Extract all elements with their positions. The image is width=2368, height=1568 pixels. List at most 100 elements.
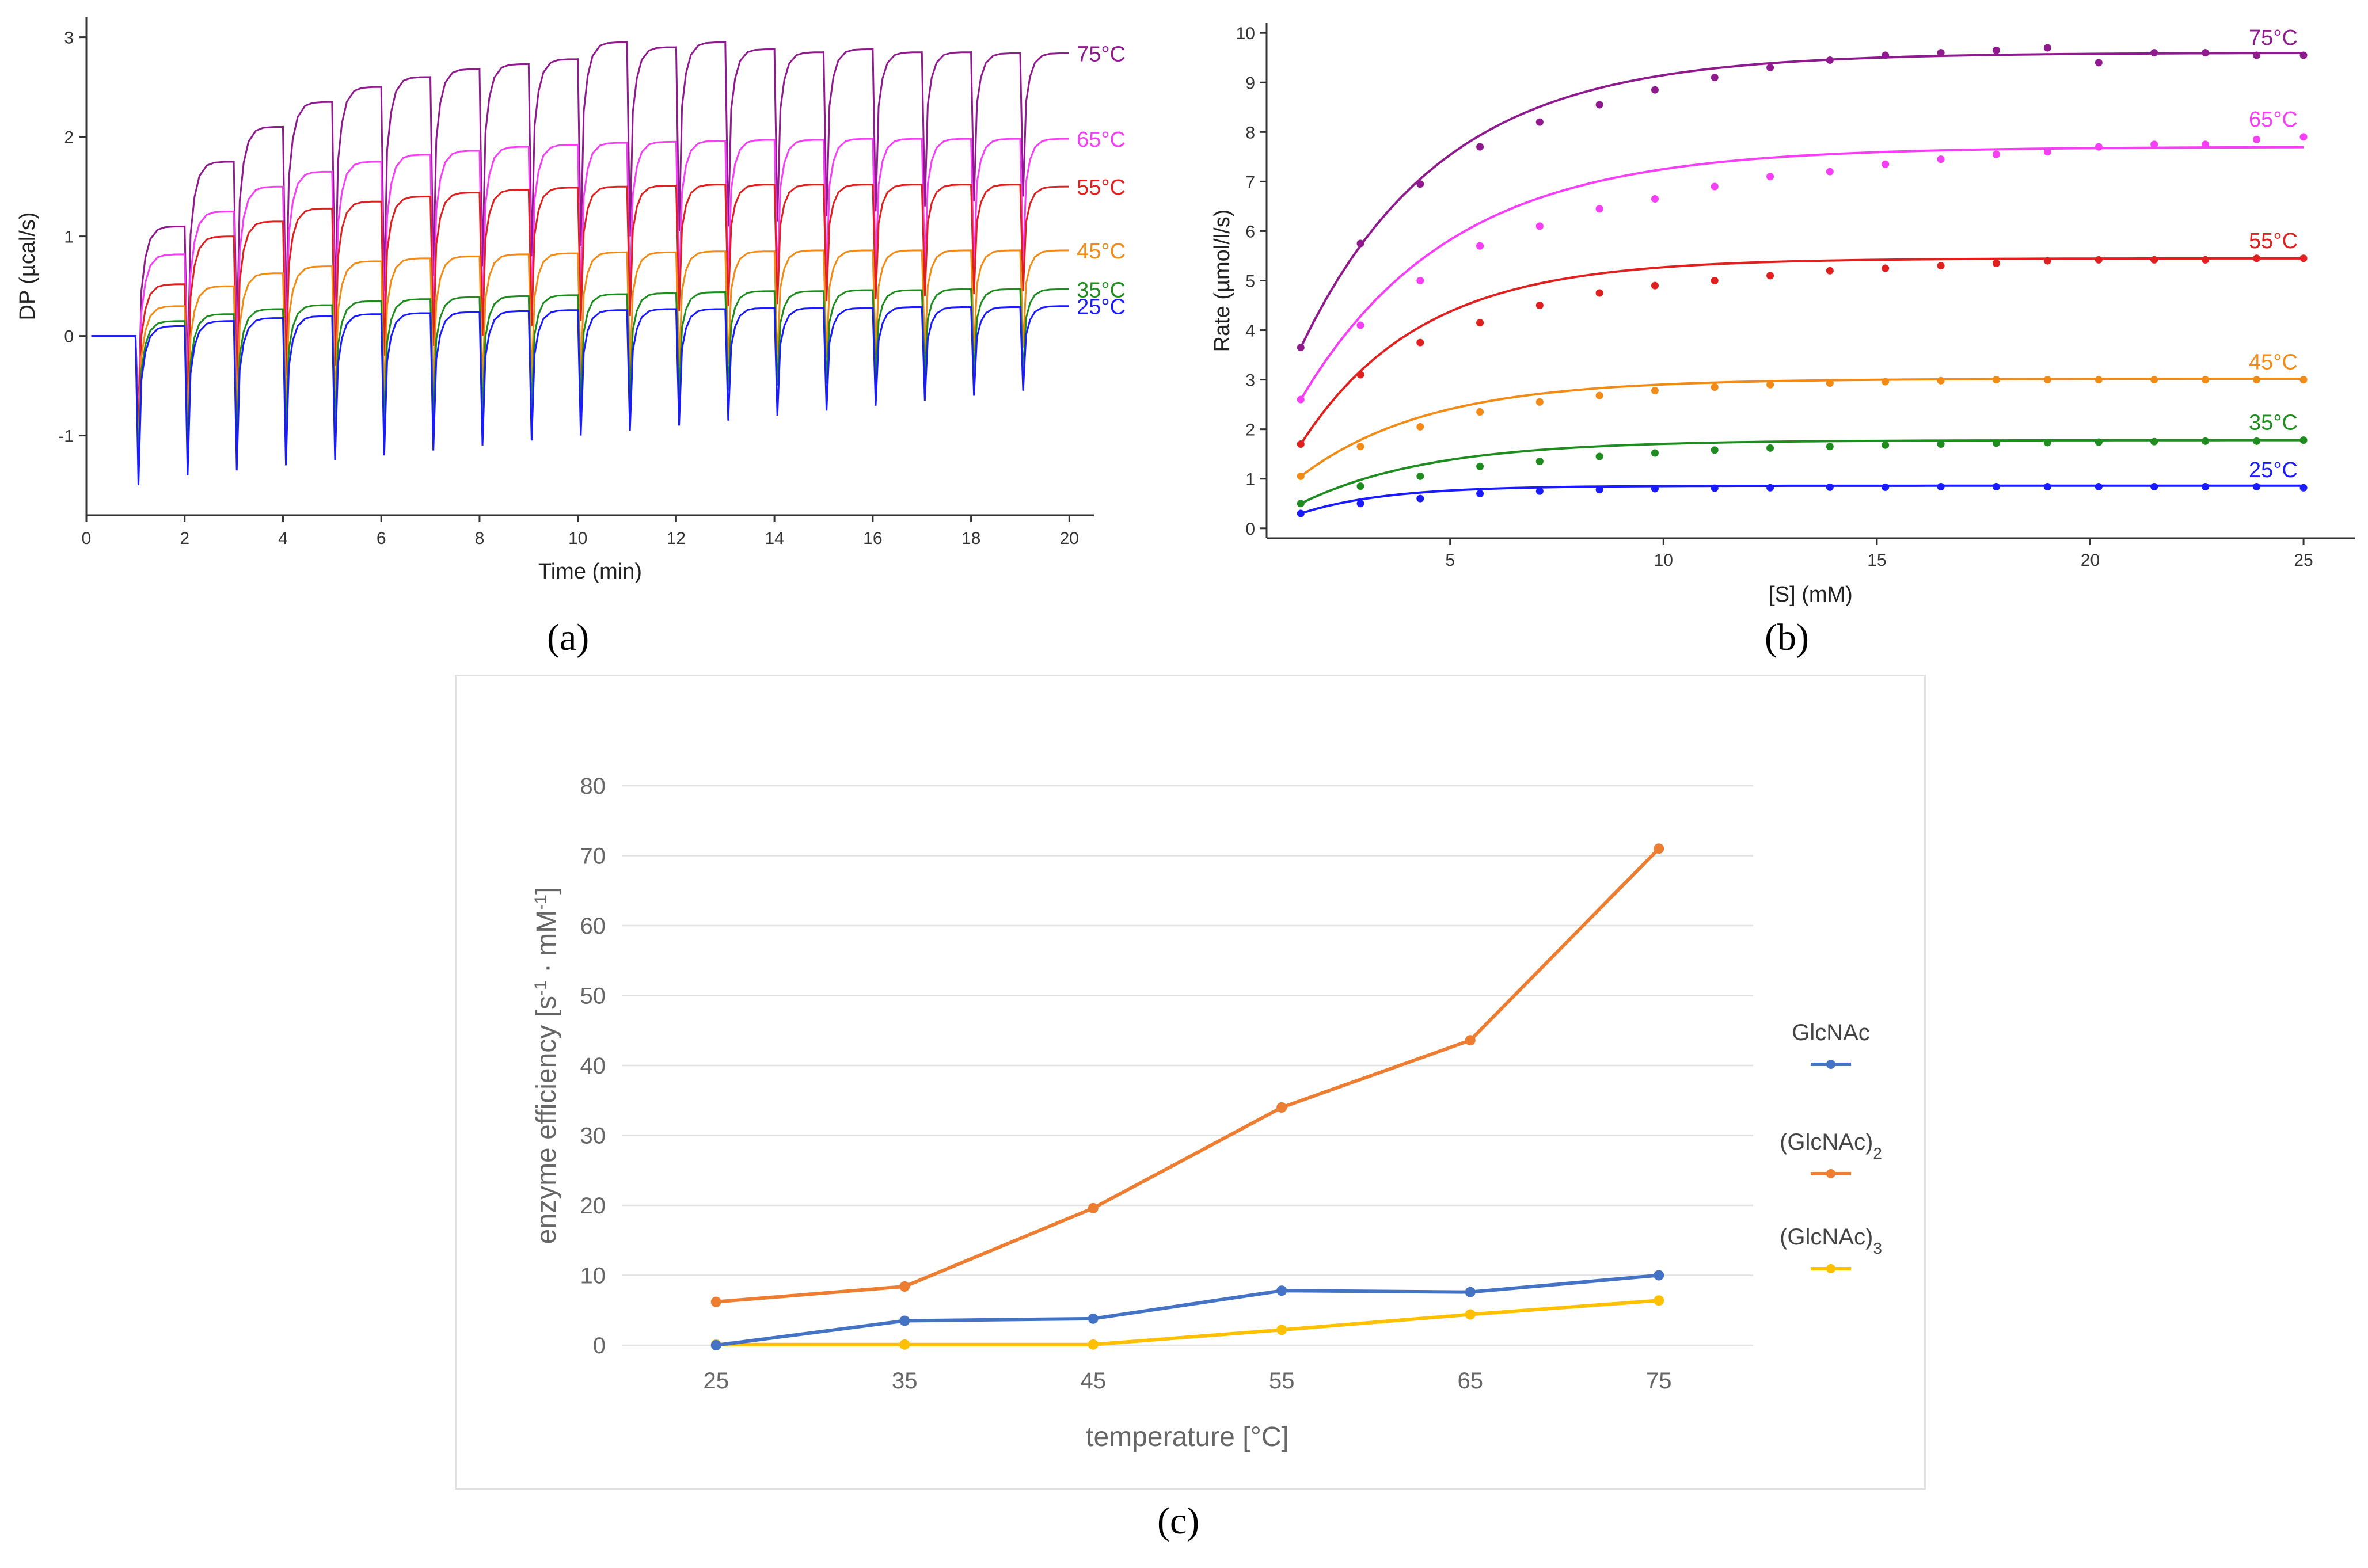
chart-b-point [1356, 500, 1364, 508]
chart-b-point [2043, 439, 2051, 447]
chart-b-point [1476, 319, 1484, 327]
chart-a: 0 2 4 6 8 10 12 14 16 18 20 -1 0 1 2 3 Time (min) DP (µca… [0, 0, 1151, 610]
chart-c-legend-label: GlcNAc [1792, 1020, 1870, 1045]
chart-c-y-tick-label: 30 [580, 1124, 606, 1149]
chart-c-x-tick-label: 55 [1269, 1368, 1295, 1394]
chart-c-x-tick-label: 75 [1646, 1368, 1672, 1394]
chart-b-point [2150, 140, 2158, 149]
chart-b-point [1595, 486, 1603, 494]
chart-b-point [1766, 173, 1774, 181]
chart-b-y-tick-label: 8 [1245, 123, 1255, 142]
chart-c-point [1276, 1102, 1287, 1113]
chart-b-point [2253, 483, 2261, 490]
chart-b-point [1937, 49, 1945, 57]
chart-b-point [1937, 155, 1945, 163]
chart-c-y-tick-label: 80 [580, 774, 606, 799]
chart-b-series-label: 45°C [2249, 351, 2298, 375]
chart-c-x-tick-label: 45 [1081, 1368, 1107, 1394]
chart-b-point [1766, 380, 1774, 389]
chart-a-x-tick-label: 14 [765, 529, 784, 548]
chart-b-point [1476, 462, 1484, 470]
chart-c-y-title-part: enzyme efficiency [s [531, 996, 562, 1244]
chart-c-point [1654, 843, 1664, 854]
chart-b-point [2095, 483, 2103, 490]
chart-b-point [2202, 483, 2210, 490]
chart-b-y-title: Rate (µmol/l/s) [1210, 210, 1234, 352]
chart-a-series-label: 55°C [1077, 176, 1126, 200]
chart-a-x-tick-label: 0 [82, 529, 92, 548]
chart-c-point [1465, 1035, 1476, 1046]
chart-b-point [1826, 168, 1834, 176]
chart-b-point [1826, 379, 1834, 387]
chart-c-point [899, 1315, 910, 1326]
chart-b-point [1937, 440, 1945, 448]
chart-b-point [2202, 437, 2210, 445]
chart-a-x-tick-label: 2 [180, 529, 189, 548]
chart-b-point [1535, 487, 1544, 495]
chart-b-point [1826, 267, 1834, 275]
chart-b-point [1476, 242, 1484, 250]
chart-b-series-label: 75°C [2249, 26, 2298, 50]
chart-c-x-tick-label: 65 [1458, 1368, 1484, 1394]
chart-b-point [1882, 264, 1890, 272]
chart-b-fit-75°C [1299, 52, 2304, 348]
chart-c-legend-subscript: 3 [1873, 1239, 1882, 1257]
chart-b-fit-65°C [1299, 146, 2304, 401]
chart-b: 5 10 15 20 25 0 1 2 3 4 5 6 7 8 9 10 [S] (mM) Rate (µmol/… [1209, 0, 2368, 610]
chart-a-series-label: 35°C [1077, 278, 1126, 302]
chart-b-point [2253, 376, 2261, 384]
chart-b-y-tick-label: 3 [1245, 371, 1255, 390]
chart-b-point [1937, 483, 1945, 490]
chart-a-series-25°C [91, 305, 1069, 486]
chart-a-x-tick-label: 16 [863, 529, 882, 548]
chart-b-point [1766, 272, 1774, 280]
chart-c-y-tick-label: 10 [580, 1263, 606, 1289]
chart-c-point [899, 1339, 910, 1350]
chart-c-y-title-sup: -1 [531, 980, 550, 996]
chart-a-y-tick-label: 1 [64, 228, 74, 247]
chart-b-point [2299, 133, 2308, 141]
chart-b-point [1711, 383, 1719, 391]
chart-b-point [1882, 483, 1890, 491]
chart-c-point [1276, 1325, 1287, 1335]
chart-b-point [1651, 449, 1659, 457]
chart-c-point [1088, 1313, 1099, 1324]
chart-b-y-tick-label: 7 [1245, 173, 1255, 192]
chart-b-point [1595, 101, 1603, 109]
chart-b-point [2299, 436, 2308, 444]
chart-b-x-title: [S] (mM) [1769, 583, 1853, 607]
chart-c-y-title-sup: -1 [531, 895, 550, 910]
chart-a-x-tick-label: 4 [278, 529, 288, 548]
chart-b-point [1356, 443, 1364, 451]
chart-c-y-tick-label: 20 [580, 1193, 606, 1219]
chart-c-y-tick-label: 40 [580, 1053, 606, 1079]
chart-b-point [1992, 439, 2000, 447]
chart-c-y-tick-label: 0 [593, 1333, 606, 1358]
chart-a-x-tick-label: 10 [568, 529, 587, 548]
chart-a-x-tick-label: 18 [961, 529, 980, 548]
chart-b-point [2299, 376, 2308, 384]
chart-c-x-tick-label: 25 [704, 1368, 729, 1394]
chart-c-point [710, 1340, 721, 1350]
chart-b-series-label: 35°C [2249, 411, 2298, 435]
chart-c-point [1088, 1339, 1099, 1350]
chart-b-point [1356, 482, 1364, 490]
chart-b-series-label: 55°C [2249, 229, 2298, 253]
chart-b-point [1711, 484, 1719, 492]
chart-a-x-tick-label: 12 [667, 529, 686, 548]
chart-b-point [2202, 376, 2210, 384]
chart-b-point [2299, 254, 2308, 262]
chart-b-point [1297, 344, 1305, 352]
chart-b-point [1356, 239, 1364, 248]
panel-label-c: (c) [1157, 1500, 1200, 1542]
chart-b-point [1595, 391, 1603, 399]
chart-c-y-tick-label: 60 [580, 914, 606, 939]
chart-c-y-title-part: · mM [531, 910, 562, 981]
chart-b-y-tick-label: 0 [1245, 520, 1255, 539]
chart-b-point [1535, 302, 1544, 310]
chart-b-point [2150, 376, 2158, 384]
chart-b-point [1711, 182, 1719, 191]
chart-b-point [1651, 281, 1659, 290]
chart-b-point [2095, 256, 2103, 264]
chart-b-point [1992, 46, 2000, 54]
